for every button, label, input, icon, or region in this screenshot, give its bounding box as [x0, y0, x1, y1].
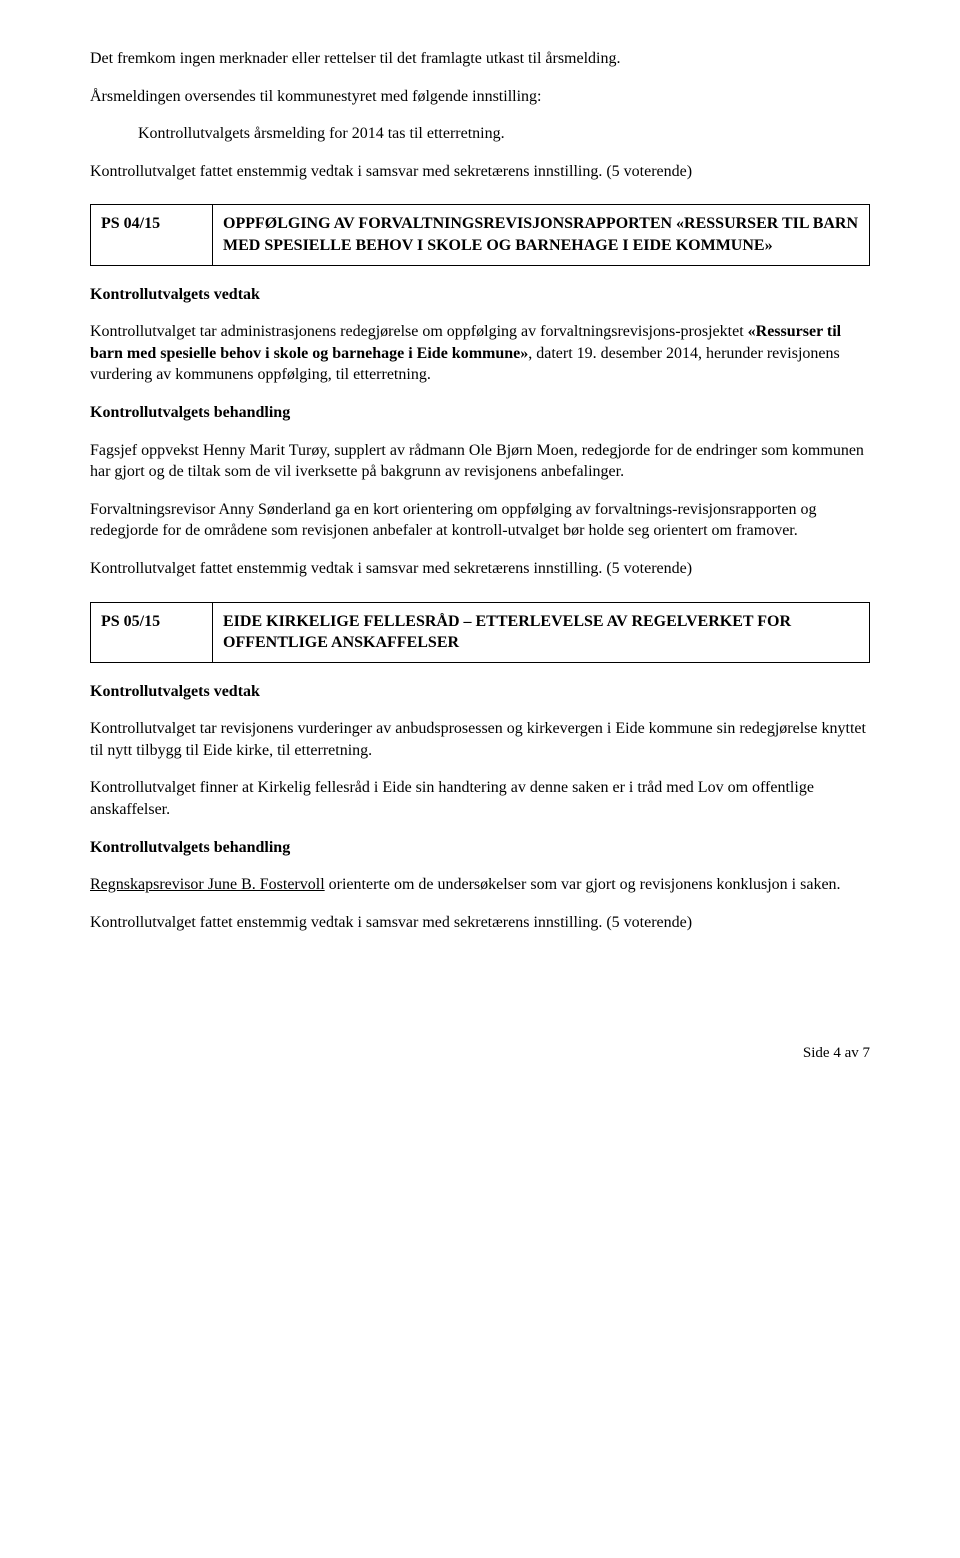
- case-05-behandling-1: Regnskapsrevisor June B. Fostervoll orie…: [90, 874, 870, 896]
- case-04-behandling-2: Forvaltningsrevisor Anny Sønderland ga e…: [90, 499, 870, 542]
- case-05-vedtak-1: Kontrollutvalget tar revisjonens vurderi…: [90, 718, 870, 761]
- case-04-code: PS 04/15: [91, 205, 213, 265]
- case-05-behandling-header: Kontrollutvalgets behandling: [90, 837, 870, 859]
- case-04-vedtak-para: Kontrollutvalget tar administrasjonens r…: [90, 321, 870, 386]
- intro-para-3: Kontrollutvalget fattet enstemmig vedtak…: [90, 161, 870, 183]
- case-05-code: PS 05/15: [91, 602, 213, 662]
- case-05-vedtak-2: Kontrollutvalget finner at Kirkelig fell…: [90, 777, 870, 820]
- case-05-vedtak-header: Kontrollutvalgets vedtak: [90, 681, 870, 703]
- case-04-vedtak-a: Kontrollutvalget tar administrasjonens r…: [90, 323, 748, 340]
- page-footer: Side 4 av 7: [90, 1043, 870, 1063]
- case-05-behandling-1a: Regnskapsrevisor June B. Fostervoll: [90, 876, 325, 893]
- case-05-title: EIDE KIRKELIGE FELLESRÅD – ETTERLEVELSE …: [213, 602, 870, 662]
- case-05-behandling-2: Kontrollutvalget fattet enstemmig vedtak…: [90, 912, 870, 934]
- case-04-vedtak-header: Kontrollutvalgets vedtak: [90, 284, 870, 306]
- intro-para-2: Årsmeldingen oversendes til kommunestyre…: [90, 86, 870, 108]
- case-04-behandling-header: Kontrollutvalgets behandling: [90, 402, 870, 424]
- case-04-table: PS 04/15 OPPFØLGING AV FORVALTNINGSREVIS…: [90, 204, 870, 265]
- intro-indent: Kontrollutvalgets årsmelding for 2014 ta…: [90, 123, 870, 145]
- case-04-behandling-1: Fagsjef oppvekst Henny Marit Turøy, supp…: [90, 440, 870, 483]
- intro-para-1: Det fremkom ingen merknader eller rettel…: [90, 48, 870, 70]
- case-05-table: PS 05/15 EIDE KIRKELIGE FELLESRÅD – ETTE…: [90, 602, 870, 663]
- case-04-title: OPPFØLGING AV FORVALTNINGSREVISJONSRAPPO…: [213, 205, 870, 265]
- case-04-behandling-3: Kontrollutvalget fattet enstemmig vedtak…: [90, 558, 870, 580]
- case-05-behandling-1b: orienterte om de undersøkelser som var g…: [325, 876, 841, 893]
